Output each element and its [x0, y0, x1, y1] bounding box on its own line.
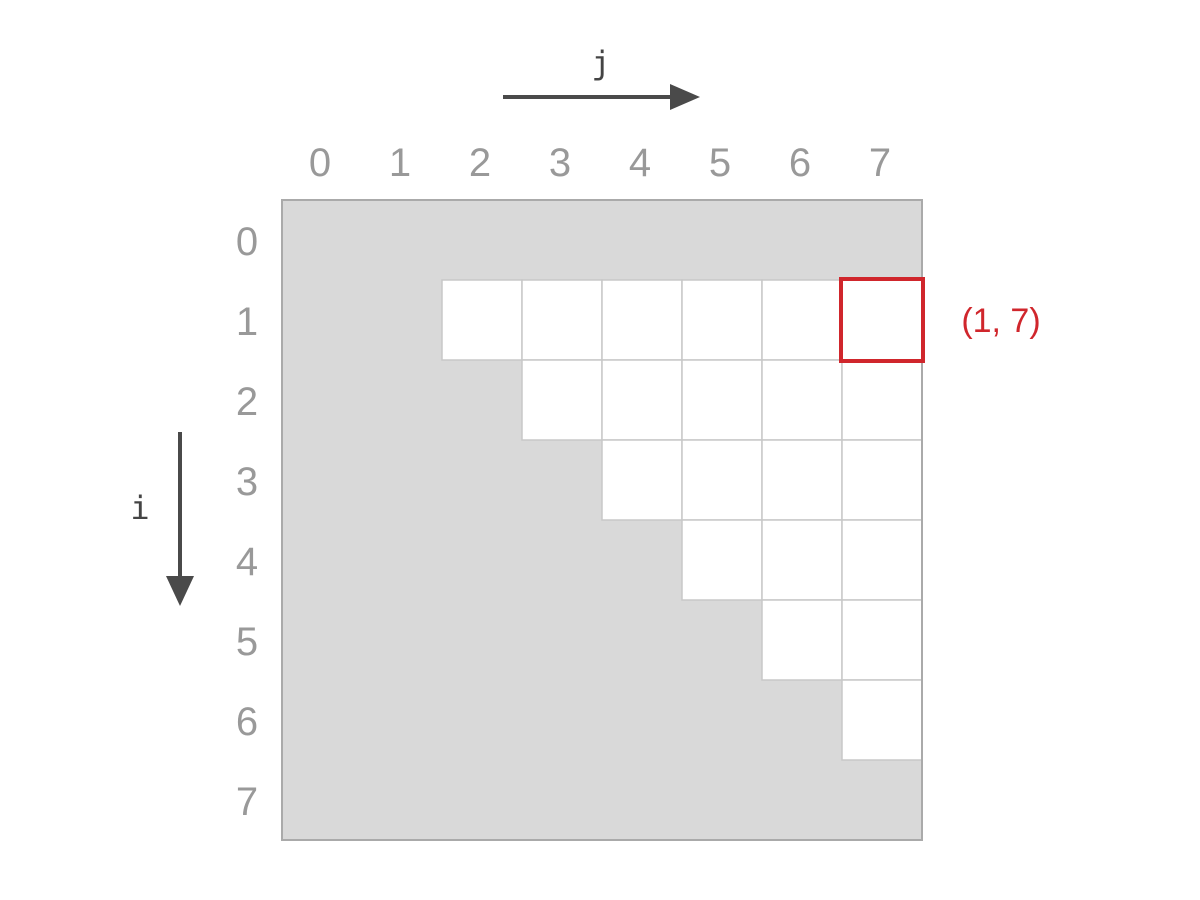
column-index-0: 0: [309, 141, 331, 185]
matrix-cell-3-4: [601, 439, 683, 521]
matrix-cell-1-2: [441, 279, 523, 361]
highlighted-cell-outline: [839, 277, 925, 363]
matrix-cell-2-6: [761, 359, 843, 441]
column-index-3: 3: [549, 141, 571, 185]
column-index-labels: 0 1 2 3 4 5 6 7: [309, 141, 891, 185]
row-index-4: 4: [236, 540, 258, 584]
matrix-cell-1-3: [521, 279, 603, 361]
matrix-cell-6-7: [841, 679, 923, 761]
highlighted-cell-label: (1, 7): [961, 302, 1040, 340]
matrix-cell-3-6: [761, 439, 843, 521]
column-index-1: 1: [389, 141, 411, 185]
matrix-cell-5-6: [761, 599, 843, 681]
j-axis-label: j: [591, 44, 610, 82]
row-index-6: 6: [236, 700, 258, 744]
row-index-labels: 0 1 2 3 4 5 6 7: [236, 220, 258, 824]
i-axis-label: i: [130, 489, 149, 527]
column-index-2: 2: [469, 141, 491, 185]
row-index-5: 5: [236, 620, 258, 664]
column-index-5: 5: [709, 141, 731, 185]
matrix-cell-2-3: [521, 359, 603, 441]
column-index-6: 6: [789, 141, 811, 185]
matrix-cell-4-6: [761, 519, 843, 601]
matrix-outer-border: [281, 199, 923, 841]
matrix-cell-4-7: [841, 519, 923, 601]
row-index-0: 0: [236, 220, 258, 264]
column-index-4: 4: [629, 141, 651, 185]
matrix-cell-3-5: [681, 439, 763, 521]
matrix-cell-2-7: [841, 359, 923, 441]
matrix-grid: [281, 199, 923, 841]
matrix-cell-2-5: [681, 359, 763, 441]
matrix-cell-2-4: [601, 359, 683, 441]
matrix-cell-1-5: [681, 279, 763, 361]
matrix-cell-1-4: [601, 279, 683, 361]
matrix-cell-1-7: [841, 279, 923, 361]
column-index-7: 7: [869, 141, 891, 185]
row-index-2: 2: [236, 380, 258, 424]
matrix-cell-1-6: [761, 279, 843, 361]
row-index-1: 1: [236, 300, 258, 344]
matrix-cell-5-7: [841, 599, 923, 681]
j-axis-arrow: [503, 84, 700, 110]
row-index-7: 7: [236, 780, 258, 824]
row-index-3: 3: [236, 460, 258, 504]
i-axis-arrow: [166, 432, 194, 606]
matrix-cell-3-7: [841, 439, 923, 521]
matrix-cell-4-5: [681, 519, 763, 601]
